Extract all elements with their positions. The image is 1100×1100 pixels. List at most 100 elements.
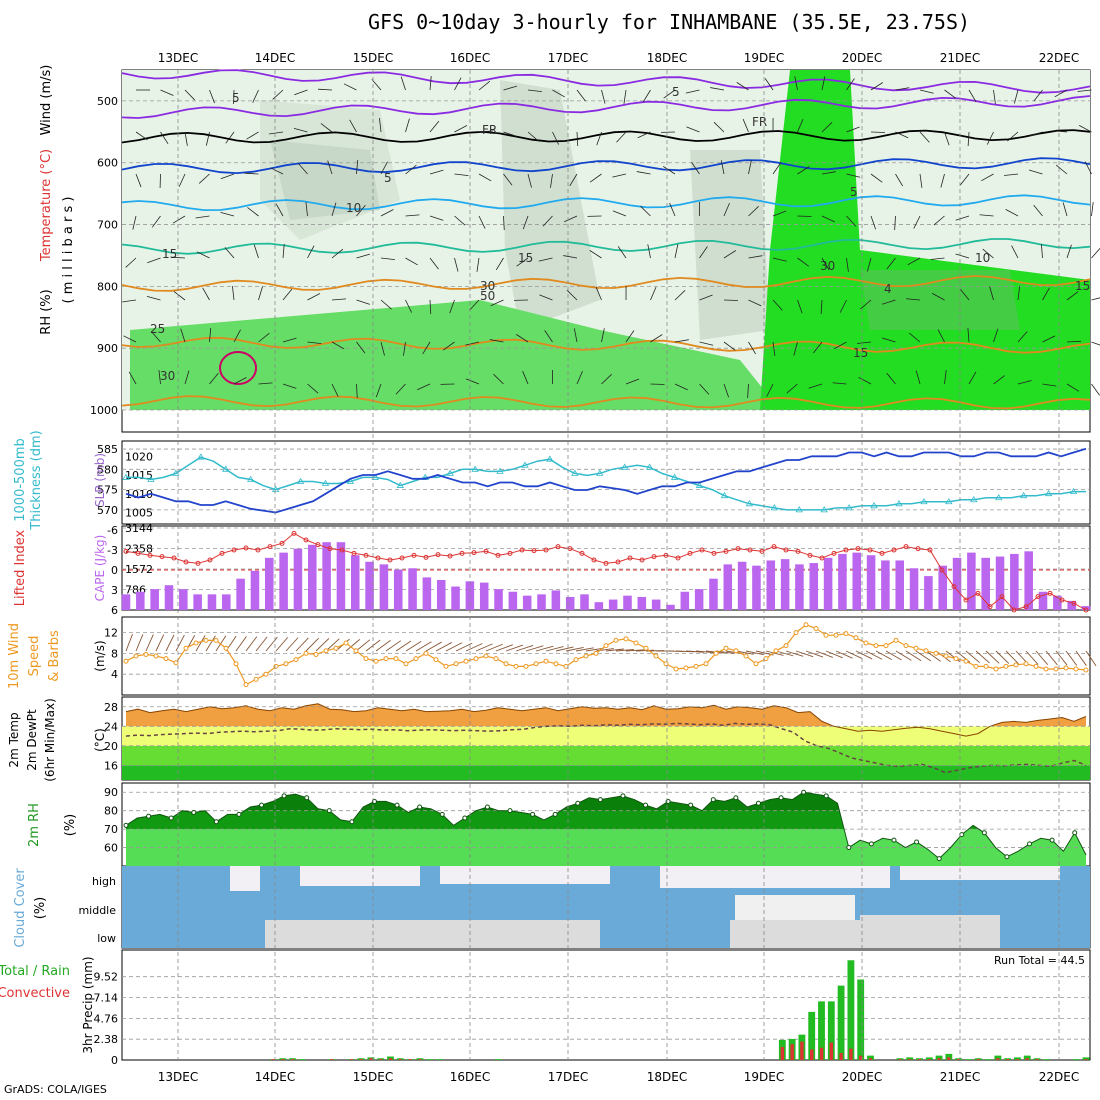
- wind-speed-point: [903, 643, 909, 649]
- wind-barb: [184, 131, 188, 146]
- thickness-point: [147, 475, 155, 482]
- cape-bar: [408, 568, 417, 610]
- wind-barb: [636, 171, 651, 175]
- wind-barb: [968, 89, 977, 103]
- wind-barb-10m: [785, 650, 804, 657]
- temp-tick-label: 16: [104, 759, 118, 772]
- precip-conv-bar: [800, 1041, 804, 1060]
- wind-barb: [834, 341, 847, 350]
- wind-barb: [821, 215, 835, 223]
- wind-barb: [748, 341, 757, 355]
- wind-barb-10m: [495, 644, 513, 652]
- wind-barb: [870, 173, 883, 183]
- wind-barb-10m: [735, 650, 754, 655]
- cape-bar: [307, 544, 317, 610]
- slp-series: [125, 447, 1087, 514]
- wind-barb: [944, 131, 950, 146]
- date-label: 13DEC: [158, 51, 198, 65]
- precip-conv-bar: [780, 1046, 785, 1060]
- wind-barb-10m: [395, 640, 412, 652]
- thickness-point: [496, 467, 504, 474]
- lifted-index-point: [135, 550, 141, 556]
- precip-tick-label: 4.76: [94, 1012, 119, 1025]
- cape-bar: [250, 570, 260, 610]
- wind-barb: [356, 299, 370, 305]
- lifted-index-point: [675, 555, 681, 561]
- wind-barb: [1040, 244, 1043, 259]
- wind-barb: [442, 341, 455, 351]
- contour-label: 5: [850, 185, 858, 199]
- lifted-index-point: [411, 552, 417, 558]
- temp2m-axis-label: 2m Temp: [7, 712, 21, 767]
- wind-barb: [576, 370, 583, 385]
- wind-barb: [465, 378, 480, 385]
- cloud-cover-panel: high middle low: [78, 866, 1090, 948]
- wind-barb: [686, 126, 700, 133]
- date-label: 20DEC: [842, 51, 882, 65]
- wind-speed-point: [623, 636, 629, 642]
- precip-conv-bar: [369, 1058, 373, 1060]
- wind-barb: [380, 299, 392, 310]
- cloud-cell: [265, 920, 475, 948]
- wind-barb: [160, 131, 169, 144]
- wind-barb-10m: [235, 636, 247, 652]
- precip-total-bar: [1072, 1059, 1080, 1060]
- wind-barb: [454, 77, 462, 91]
- wind-barb: [699, 383, 710, 395]
- wind-barb: [454, 257, 459, 272]
- wind-barb: [294, 89, 308, 96]
- cape-bar: [924, 576, 933, 610]
- wind-barb: [846, 126, 860, 133]
- wind-barb-10m: [375, 639, 391, 652]
- wind-speed-point: [1023, 661, 1029, 667]
- lifted-index-series: [125, 532, 1087, 611]
- wind-barb: [566, 289, 578, 301]
- lifted-index-point: [303, 537, 309, 543]
- wind-barb: [612, 210, 627, 217]
- wind-barb: [832, 382, 847, 385]
- contour-label: 10: [346, 201, 361, 215]
- wind-barb: [516, 257, 529, 267]
- thickness-point: [546, 455, 554, 462]
- wind-barb-10m: [305, 637, 319, 652]
- thickness-point: [795, 506, 803, 513]
- wind-barb: [1062, 202, 1068, 217]
- wind-barb: [552, 89, 565, 98]
- wind-barb: [270, 167, 284, 175]
- wind-speed-point: [1073, 666, 1079, 672]
- cape-bar: [694, 589, 704, 610]
- wind-barb: [539, 294, 553, 301]
- cape-bar: [780, 559, 790, 610]
- rh-point: [259, 802, 265, 808]
- wind-barb-10m: [1045, 650, 1058, 666]
- lifted-index-point: [615, 559, 621, 565]
- wind-barb-10m: [465, 643, 483, 652]
- lifted-index-point: [471, 550, 477, 556]
- thickness-point: [1069, 487, 1078, 495]
- lifted-index-point: [687, 550, 693, 556]
- wind-barb: [356, 204, 366, 217]
- wind-speed-point: [643, 645, 649, 651]
- lifted-index-point: [171, 555, 177, 561]
- thickness-point: [695, 481, 704, 488]
- precip-conv-bar: [829, 1042, 834, 1060]
- date-label: 19DEC: [744, 1070, 784, 1084]
- wind-barb: [612, 173, 627, 178]
- wind-barb: [1054, 89, 1068, 98]
- wind-barb: [349, 119, 357, 133]
- wind-barb: [233, 377, 247, 385]
- rh-point: [1004, 854, 1010, 860]
- band-16-20: [122, 745, 1090, 766]
- wind-barb: [135, 173, 142, 188]
- wind-barb: [713, 121, 725, 133]
- cape-bar: [322, 542, 331, 610]
- total-rain-label: Total / Rain: [0, 964, 70, 979]
- lifted-index-point: [315, 542, 321, 548]
- wind-barb: [305, 202, 308, 217]
- pressure-tick-label: 600: [97, 157, 118, 170]
- rh-point: [326, 808, 332, 814]
- contour-label: 15: [853, 346, 868, 360]
- wind-speed-point: [323, 648, 329, 654]
- wind-speed-point: [543, 658, 549, 664]
- wind-barb: [282, 337, 297, 343]
